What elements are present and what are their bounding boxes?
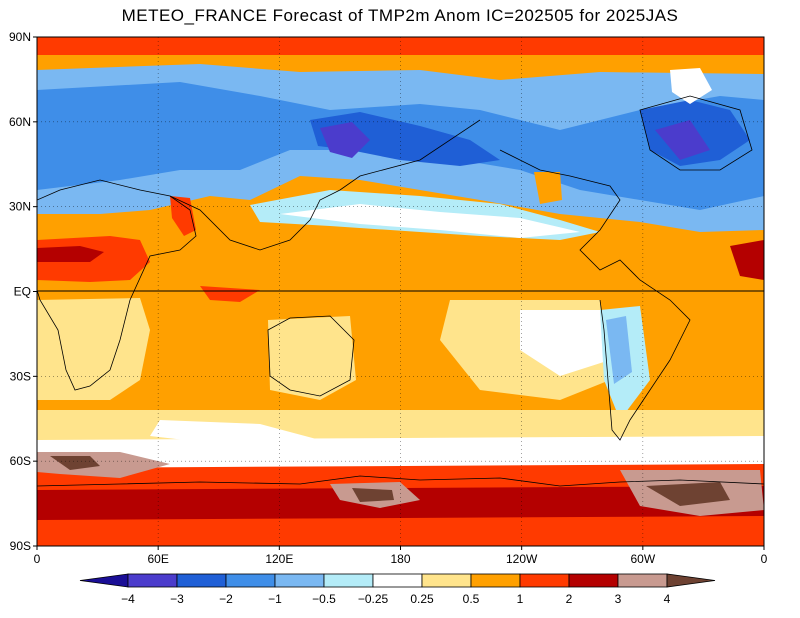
greenland-neutral [670,68,712,104]
colorbar-label: −4 [121,592,135,606]
colorbar-label: −0.5 [312,592,336,606]
australia-mild [268,316,356,400]
colorbar-label: −0.25 [358,592,389,606]
us-warm [534,172,562,204]
colorbar-swatch [470,573,521,588]
lon-tick-label: 60E [147,552,168,566]
colorbar-swatch [274,573,325,588]
south-pacific-neutral [520,310,610,376]
lon-tick-label: 180 [390,552,410,566]
lon-tick-label: 120W [506,552,538,566]
latitude-axis: 90N 60N 30N EQ 30S 60S 90S [9,30,764,553]
colorbar-swatch [323,573,374,588]
south-pole-warm [37,516,764,546]
colorbar-label: 0.5 [463,592,480,606]
colorbar-swatch [127,573,178,588]
colorbar-high-arrow [666,573,716,588]
colorbar-swatch [421,573,472,588]
arabia-warm [170,196,196,236]
lat-tick-label: 30N [9,200,31,214]
colorbar-swatch [372,573,423,588]
lat-tick-label: 30S [10,369,31,383]
greenland-very-cold [655,120,710,160]
lat-tick-label: EQ [14,285,31,299]
longitude-axis: 0 60E 120E 180 120W 60W 0 [34,37,768,566]
lat-tick-label: 90S [10,539,31,553]
siberia-cold [310,112,500,166]
colorbar-label: −1 [268,592,282,606]
lat-tick-label: 60N [9,115,31,129]
coastlines [37,95,764,487]
colorbar-label: −2 [219,592,233,606]
colorbar: −4 −3 −2 −1 −0.5 −0.25 0.25 0.5 1 2 3 4 [79,573,716,606]
colorbar-label: 3 [615,592,622,606]
south-atlantic-mild [37,298,150,400]
lon-tick-label: 120E [265,552,293,566]
colorbar-swatch [225,573,276,588]
lon-tick-label: 0 [761,552,768,566]
colorbar-label: 2 [566,592,573,606]
andes-cooler [606,316,632,384]
southern-ocean-white-patch [150,420,320,444]
colorbar-swatch [617,573,668,588]
map-title: METEO_FRANCE Forecast of TMP2m Anom IC=2… [121,6,679,25]
siberia-very-cold [320,122,370,158]
colorbar-swatch [176,573,227,588]
ross-hot [352,488,394,502]
colorbar-label: 0.25 [410,592,434,606]
colorbar-label: 1 [517,592,524,606]
sahel-hot [37,246,104,262]
colorbar-low-arrow [79,573,129,588]
colorbar-swatch [568,573,619,588]
indian-ocean-warm [200,286,260,302]
colorbar-label: 4 [664,592,671,606]
antarctic-peninsula-hot [50,456,100,470]
lat-tick-label: 90N [9,30,31,44]
colorbar-swatch [519,573,570,588]
colorbar-label: −3 [170,592,184,606]
weddell-hot [646,482,730,506]
lat-tick-label: 60S [10,454,31,468]
lon-tick-label: 0 [34,552,41,566]
north-pacific-white [280,204,580,238]
west-africa-hot [730,240,764,280]
lon-tick-label: 60W [630,552,655,566]
